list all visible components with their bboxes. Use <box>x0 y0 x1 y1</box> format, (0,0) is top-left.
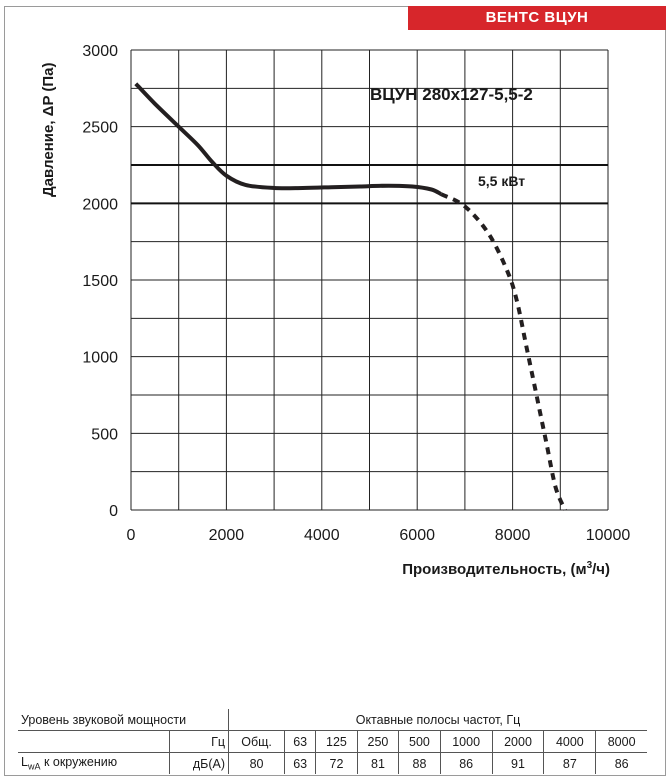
hz-label: Гц <box>169 730 229 753</box>
value-cell: 81 <box>356 752 400 774</box>
value-cell: 80 <box>227 752 286 774</box>
fan-curve-chart: 0 500 1000 1500 2000 2500 3000 0 2000 4000 6000 800… <box>82 43 630 544</box>
grid <box>130 49 609 511</box>
y-tick-label: 1000 <box>82 350 118 367</box>
value-cell: 91 <box>491 752 545 774</box>
x-tick-label: 6000 <box>399 527 435 544</box>
sound-power-table: Уровень звуковой мощности Октавные полос… <box>18 709 647 774</box>
table-row-headers: Гц Общ. 63 125 250 500 1000 2000 4000 80… <box>18 730 647 753</box>
header-cell: 2000 <box>491 730 545 753</box>
y-tick-label: 0 <box>109 503 118 520</box>
header-cell: 63 <box>284 730 317 753</box>
header-cell: Общ. <box>227 730 286 753</box>
y-tick-label: 3000 <box>82 43 118 60</box>
fan-curve-solid <box>134 82 443 196</box>
y-tick-label: 500 <box>91 426 118 443</box>
y-tick-label: 1500 <box>82 273 118 290</box>
header-cell: 125 <box>315 730 358 753</box>
datasheet-frame <box>4 6 666 776</box>
row-label-sub: wA <box>27 761 41 772</box>
header-cell: 8000 <box>595 730 647 753</box>
x-tick-label: 0 <box>127 527 136 544</box>
row-label: LwA к окружению <box>18 752 170 774</box>
model-label: ВЦУН 280х127-5,5-2 <box>370 85 533 104</box>
sound-table-title: Уровень звуковой мощности <box>18 709 229 731</box>
x-tick-label: 10000 <box>586 527 631 544</box>
header-cell: 4000 <box>543 730 597 753</box>
table-row-values: LwA к окружению дБ(A) 80 63 72 81 88 86 … <box>18 752 647 774</box>
value-cell: 63 <box>284 752 317 774</box>
row-label-main: L <box>21 755 28 770</box>
x-axis-label-main: Производительность, (м <box>402 561 587 578</box>
value-cell: 86 <box>595 752 647 774</box>
tick-labels: 0 500 1000 1500 2000 2500 3000 0 2000 4000 6000 800… <box>82 43 630 544</box>
y-tick-label: 2500 <box>82 120 118 137</box>
fan-curve-dashed <box>440 192 567 511</box>
value-cell: 88 <box>398 752 441 774</box>
y-axis-label: Давление, ΔP (Па) <box>40 62 57 198</box>
y-tick-label: 2000 <box>82 196 118 213</box>
header-cell: 250 <box>356 730 400 753</box>
x-axis-label-end: /ч) <box>592 561 610 578</box>
octave-title: Октавные полосы частот, Гц <box>228 709 647 731</box>
row-label-end: к окружению <box>40 755 118 770</box>
unit-label: дБ(A) <box>169 752 229 774</box>
value-cell: 72 <box>315 752 358 774</box>
x-tick-label: 4000 <box>304 527 340 544</box>
value-cell: 86 <box>439 752 493 774</box>
x-tick-label: 2000 <box>209 527 245 544</box>
series-layer <box>134 82 567 511</box>
header-cell: 1000 <box>439 730 493 753</box>
value-cell: 87 <box>543 752 597 774</box>
x-axis-label-sup: 3 <box>586 560 593 571</box>
x-axis-label: Производительность, (м3/ч) <box>350 560 610 578</box>
power-label: 5,5 кВт <box>478 173 526 189</box>
brand-badge: ВЕНТС ВЦУН <box>408 6 666 30</box>
x-tick-label: 8000 <box>495 527 531 544</box>
table-row-title: Уровень звуковой мощности Октавные полос… <box>18 709 647 731</box>
power-band <box>131 164 608 205</box>
empty-cell <box>18 730 170 753</box>
header-cell: 500 <box>398 730 441 753</box>
